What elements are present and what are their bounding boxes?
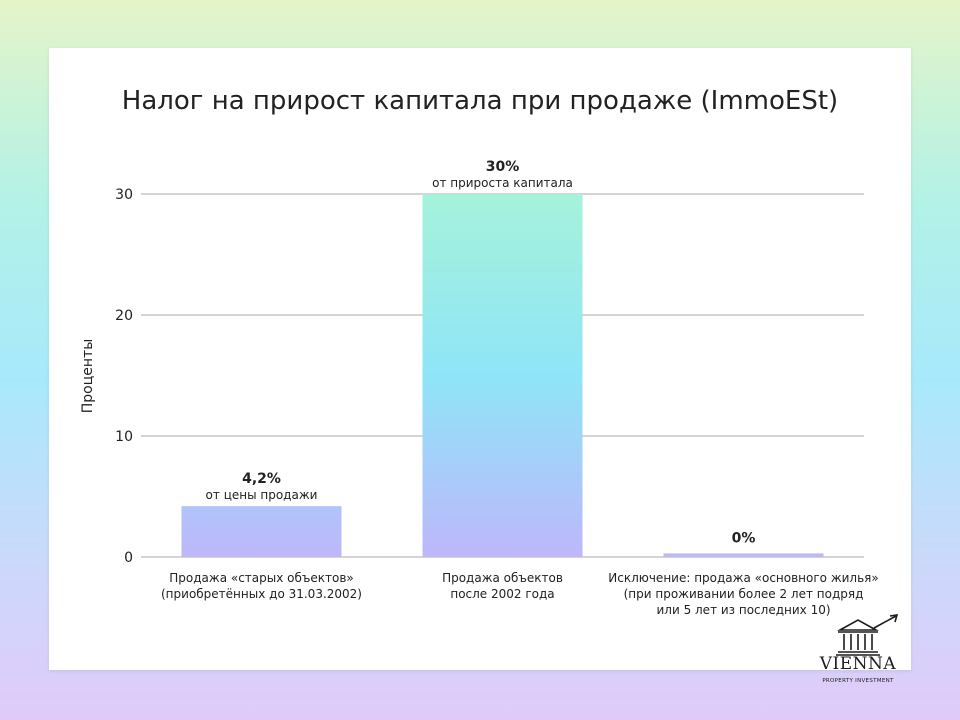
x-tick-label: Продажа объектов после 2002 года (442, 571, 563, 601)
y-tick-label: 20 (115, 308, 133, 324)
chart-title: Налог на прирост капитала при продаже (I… (121, 86, 839, 116)
logo-wordmark: VIENNA (819, 654, 897, 674)
x-tick-label: Продажа «старых объектов» (приобретённых … (161, 571, 362, 601)
y-tick-label: 0 (124, 550, 133, 566)
y-axis-label: Проценты (80, 339, 96, 413)
data-sublabel: от прироста капитала (432, 176, 573, 190)
chart-card: Налог на прирост капитала при продаже (I… (49, 48, 911, 670)
data-label: 4,2% (242, 471, 281, 487)
building-icon (836, 614, 899, 656)
logo-tagline: PROPERTY INVESTMENT (822, 678, 894, 684)
data-label: 30% (486, 159, 520, 175)
data-sublabel: от цены продажи (206, 488, 318, 502)
y-tick-label: 10 (115, 429, 133, 445)
y-tick-label: 30 (115, 187, 133, 203)
bar-2 (422, 194, 583, 557)
bar-chart: 0 10 20 30 Проценты 4,2%от цены продажи Продаж… (80, 159, 879, 617)
data-label: 0% (732, 530, 756, 546)
bar-1 (181, 506, 342, 557)
brand-logo: VIENNA PROPERTY INVESTMENT (796, 614, 920, 690)
bar-3 (663, 553, 824, 557)
x-tick-label: Исключение: продажа «основного жилья» (пр… (608, 571, 879, 617)
